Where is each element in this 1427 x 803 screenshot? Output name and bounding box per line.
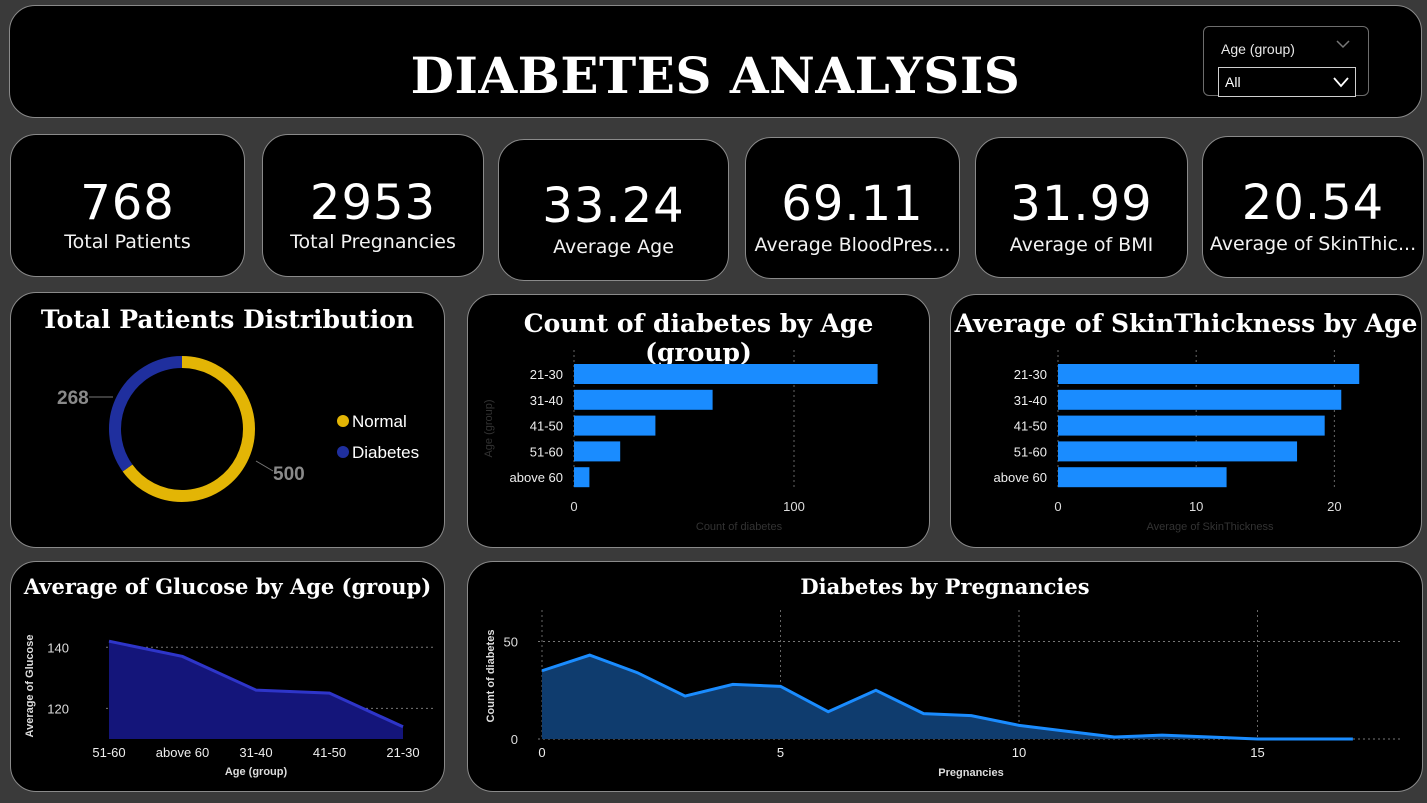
leader-line — [255, 460, 274, 472]
kpi-label: Average Age — [553, 236, 674, 258]
y-tick-label: above 60 — [510, 470, 564, 485]
kpi-label: Total Patients — [64, 231, 191, 253]
x-tick-label: 51-60 — [92, 745, 125, 760]
y-tick-label: 140 — [47, 640, 69, 655]
x-axis-title: Count of diabetes — [696, 521, 783, 533]
y-tick-label: 50 — [504, 635, 518, 650]
x-tick-label: 0 — [570, 499, 577, 514]
chart-glucose-by-age: Average of Glucose by Age (group) 120 140… — [10, 561, 445, 792]
bar — [1058, 364, 1360, 384]
y-tick-label: 51-60 — [1014, 444, 1047, 459]
donut-slice-diabetes — [109, 356, 183, 472]
kpi-label: Average BloodPres... — [754, 234, 951, 256]
x-tick-label: 15 — [1250, 745, 1264, 760]
x-tick-label: 100 — [783, 499, 805, 514]
bar — [574, 441, 621, 462]
age-group-dropdown[interactable]: All — [1218, 67, 1356, 97]
chevron-down-icon[interactable] — [1336, 39, 1350, 49]
dropdown-value: All — [1225, 74, 1241, 90]
chevron-down-icon — [1333, 77, 1349, 88]
x-tick-label: 0 — [538, 745, 545, 760]
kpi-card-average-bmi: 31.99 Average of BMI — [975, 137, 1188, 278]
bar — [1058, 467, 1227, 488]
chart-skinthickness-by-age: Average of SkinThickness by Age 0 10 20 21-… — [950, 294, 1422, 548]
kpi-card-average-age: 33.24 Average Age — [498, 139, 729, 281]
bar — [1058, 389, 1342, 410]
bar-chart: 0 100 21-30 31-40 41-50 51-60 above 60 Count of… — [483, 350, 878, 533]
bar — [574, 467, 590, 488]
chart-total-patients-distribution: Total Patients Distribution 268 500 Normal… — [10, 292, 445, 548]
bar — [1058, 441, 1298, 462]
kpi-value: 20.54 — [1241, 175, 1385, 231]
x-tick-label: 20 — [1327, 499, 1341, 514]
x-tick-label: 21-30 — [386, 745, 419, 760]
x-tick-label: 5 — [777, 745, 784, 760]
x-axis-title: Pregnancies — [938, 767, 1003, 779]
bar — [574, 364, 878, 384]
chart-title: Average of SkinThickness by Age — [954, 309, 1418, 338]
kpi-label: Average of BMI — [1009, 234, 1154, 256]
kpi-label: Average of SkinThic... — [1209, 233, 1417, 255]
y-tick-label: 0 — [511, 732, 518, 747]
header-panel: DIABETES ANALYSIS Age (group) All — [9, 5, 1422, 118]
x-tick-label: 41-50 — [313, 745, 346, 760]
kpi-card-average-skinthickness: 20.54 Average of SkinThic... — [1202, 136, 1424, 278]
y-tick-label: above 60 — [994, 470, 1048, 485]
kpi-value: 2953 — [309, 175, 437, 231]
area-chart: 0 50 0 5 10 15 Pregnancies Count of diabetes — [485, 610, 1403, 779]
chart-title: Count of diabetes by Age (group) — [523, 309, 874, 367]
chart-title: Diabetes by Pregnancies — [800, 574, 1090, 599]
chart-title: Total Patients Distribution — [40, 305, 415, 334]
kpi-value: 768 — [80, 175, 175, 231]
y-axis-title: Count of diabetes — [485, 630, 497, 723]
data-label-diabetes: 268 — [57, 388, 89, 409]
legend-marker — [337, 446, 349, 458]
kpi-card-total-pregnancies: 2953 Total Pregnancies — [262, 134, 484, 277]
y-tick-label: 21-30 — [530, 367, 563, 382]
kpi-value: 33.24 — [542, 178, 685, 234]
x-tick-label: 31-40 — [239, 745, 272, 760]
x-axis-title: Average of SkinThickness — [1147, 521, 1274, 533]
legend-marker — [337, 415, 349, 427]
y-axis-title: Average of Glucose — [24, 635, 36, 738]
chart-title: Average of Glucose by Age (group) — [23, 574, 432, 599]
bar — [1058, 415, 1325, 436]
legend-label-normal: Normal — [352, 412, 407, 431]
area-chart: 120 140 51-60 above 60 31-40 41-50 21-30 Age (g… — [24, 635, 436, 778]
area-line — [108, 639, 404, 729]
donut-slice-normal — [122, 356, 255, 502]
age-group-slicer[interactable]: Age (group) All — [1203, 26, 1369, 97]
bar-chart: 0 10 20 21-30 31-40 41-50 51-60 above 60 Average… — [994, 350, 1360, 533]
donut-chart: 268 500 Normal Diabetes — [57, 356, 419, 502]
kpi-card-total-patients: 768 Total Patients — [10, 134, 245, 277]
x-tick-label: 0 — [1054, 499, 1061, 514]
y-tick-label: 41-50 — [1014, 419, 1047, 434]
legend-label-diabetes: Diabetes — [352, 443, 419, 462]
area-fill — [542, 655, 1353, 739]
data-label-normal: 500 — [273, 464, 305, 485]
x-tick-label: 10 — [1012, 745, 1026, 760]
kpi-value: 69.11 — [781, 176, 924, 232]
slicer-label: Age (group) — [1221, 41, 1295, 57]
y-tick-label: 21-30 — [1014, 367, 1047, 382]
x-tick-label: 10 — [1189, 499, 1203, 514]
y-tick-label: 31-40 — [1014, 393, 1047, 408]
y-tick-label: 51-60 — [530, 444, 563, 459]
area-line — [541, 653, 1353, 741]
chart-count-diabetes-by-age: Count of diabetes by Age (group) 0 100 21-… — [467, 294, 930, 548]
chart-diabetes-by-pregnancies: Diabetes by Pregnancies 0 50 0 5 10 15 Pregnan… — [467, 561, 1423, 792]
y-tick-label: 120 — [47, 701, 69, 716]
kpi-card-average-bloodpressure: 69.11 Average BloodPres... — [745, 137, 960, 279]
x-axis-title: Age (group) — [225, 766, 288, 778]
y-tick-label: 31-40 — [530, 393, 563, 408]
bar — [574, 415, 656, 436]
y-tick-label: 41-50 — [530, 419, 563, 434]
x-tick-label: above 60 — [156, 745, 210, 760]
bar — [574, 389, 713, 410]
page-title: DIABETES ANALYSIS — [410, 46, 1021, 105]
y-axis-title: Age (group) — [483, 399, 495, 457]
kpi-value: 31.99 — [1010, 176, 1153, 232]
kpi-label: Total Pregnancies — [290, 231, 456, 253]
